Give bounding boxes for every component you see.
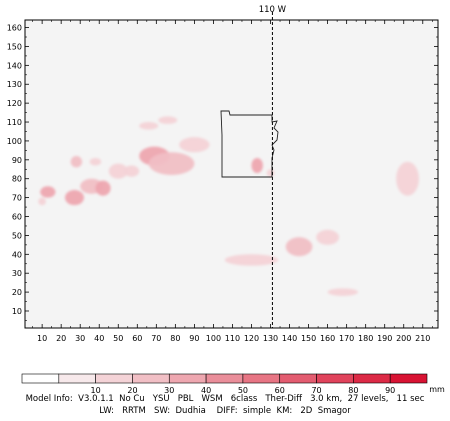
y-tick-label: 30 <box>12 269 22 278</box>
x-tick-label: 170 <box>339 334 354 343</box>
colorbar-label: 20 <box>127 386 137 395</box>
colorbar: 10 20 30 40 50 60 70 80 90 <box>21 373 428 395</box>
colorbar-label: 40 <box>201 386 211 395</box>
colorbar-swatch <box>279 373 317 384</box>
y-tick-label: 80 <box>12 175 22 184</box>
y-tick-label: 40 <box>12 250 22 259</box>
y-tick-label: 10 <box>12 307 22 316</box>
x-tick-label: 180 <box>358 334 373 343</box>
colorbar-swatch <box>353 373 391 384</box>
x-tick-label: 130 <box>263 334 278 343</box>
colorbar-swatch <box>58 373 96 384</box>
x-tick-label: 120 <box>244 334 259 343</box>
y-axis: 10 20 30 40 50 60 70 80 90 100 110 120 130 140 150 160 <box>7 24 438 321</box>
precip-cell <box>89 157 102 166</box>
precip-cell <box>40 186 56 198</box>
y-tick-label: 160 <box>7 24 22 33</box>
precip-cell <box>70 156 83 168</box>
x-tick-label: 150 <box>301 334 316 343</box>
x-tick-label: 40 <box>94 334 104 343</box>
precip-cell <box>285 237 313 257</box>
precip-cell <box>38 197 46 206</box>
precip-cell <box>139 122 159 130</box>
colorbar-swatch <box>95 373 133 384</box>
precip-cell <box>251 157 263 174</box>
precip-cell <box>224 254 279 266</box>
precip-cell <box>148 152 195 175</box>
y-tick-label: 20 <box>12 288 22 297</box>
precip-cell <box>95 180 111 196</box>
precip-cell <box>327 288 359 296</box>
colorbar-swatch <box>389 373 428 384</box>
state-boundary <box>220 110 279 178</box>
colorbar-label: 10 <box>91 386 101 395</box>
colorbar-label: 80 <box>348 386 358 395</box>
precip-cell <box>108 163 128 179</box>
plot-area <box>24 19 439 329</box>
x-tick-label: 50 <box>113 334 123 343</box>
colorbar-unit: mm <box>429 385 445 394</box>
x-tick-label: 100 <box>206 334 221 343</box>
model-info-line: Model Info: V3.0.1.1 No Cu YSU PBL WSM 6… <box>25 394 425 404</box>
x-tick-label: 210 <box>415 334 430 343</box>
precip-cell <box>64 190 84 206</box>
colorbar-swatch <box>21 373 60 384</box>
precip-cell <box>396 161 419 196</box>
x-tick-label: 10 <box>37 334 47 343</box>
y-tick-label: 140 <box>7 61 22 70</box>
x-tick-label: 20 <box>56 334 66 343</box>
colorbar-swatch <box>316 373 354 384</box>
y-tick-label: 100 <box>7 137 22 146</box>
precip-cells <box>38 116 419 296</box>
colorbar-label: 90 <box>385 386 395 395</box>
x-tick-label: 160 <box>320 334 335 343</box>
precip-cell <box>179 137 210 153</box>
x-tick-label: 60 <box>132 334 142 343</box>
x-tick-label: 110 <box>225 334 240 343</box>
y-tick-label: 150 <box>7 42 22 51</box>
x-tick-label: 80 <box>170 334 180 343</box>
precip-cell <box>158 116 178 124</box>
colorbar-swatch <box>168 373 207 384</box>
y-tick-label: 110 <box>7 118 22 127</box>
x-tick-label: 70 <box>151 334 161 343</box>
y-tick-label: 130 <box>7 80 22 89</box>
colorbar-label: 50 <box>238 386 248 395</box>
colorbar-swatch <box>132 373 170 384</box>
x-axis: 10 20 30 40 50 60 70 80 90 100 110 120 130 140 150 160 1… <box>32 20 433 343</box>
colorbar-label: 60 <box>275 386 285 395</box>
x-tick-label: 200 <box>396 334 411 343</box>
colorbar-label: 70 <box>311 386 321 395</box>
x-tick-label: 30 <box>75 334 85 343</box>
y-tick-label: 50 <box>12 231 22 240</box>
meridian-label: 110 W <box>259 5 287 15</box>
colorbar-swatch <box>205 373 244 384</box>
y-tick-label: 120 <box>7 99 22 108</box>
y-tick-label: 90 <box>12 156 22 165</box>
y-tick-label: 60 <box>12 213 22 222</box>
colorbar-swatch <box>242 373 281 384</box>
physics-info-line: LW: RRTM SW: Dudhia DIFF: simple KM: 2D … <box>99 406 351 416</box>
x-tick-label: 90 <box>189 334 199 343</box>
colorbar-label: 30 <box>164 386 174 395</box>
x-tick-label: 140 <box>282 334 297 343</box>
precip-cell <box>316 229 340 245</box>
precip-cell <box>123 165 140 177</box>
precip-cell <box>266 169 275 177</box>
x-tick-label: 190 <box>377 334 392 343</box>
y-tick-label: 70 <box>12 194 22 203</box>
